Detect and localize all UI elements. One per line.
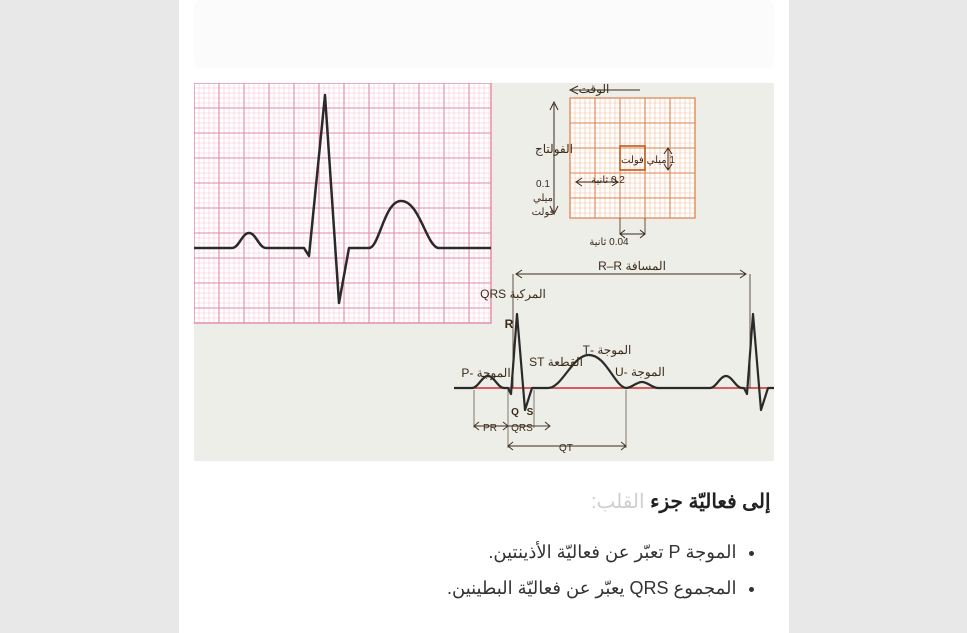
label-qrs-complex: المركبة QRS bbox=[480, 287, 546, 301]
section-heading: إلى فعاليّة جزء القلب: bbox=[179, 461, 789, 520]
label-1mv: 1 ميلي فولت bbox=[621, 155, 675, 166]
label-qrs-int: QRS bbox=[511, 423, 533, 434]
document-page: الوقت الفولتاج 1 ميلي فولت 0.2 ثانية 0.1… bbox=[179, 0, 789, 633]
list-item: الموجة P تعبّر عن فعاليّة الأذينتين. bbox=[179, 534, 737, 570]
label-u-wave: الموجة -U bbox=[615, 365, 665, 379]
label-time: الوقت bbox=[578, 83, 609, 96]
ecg-diagram-container: الوقت الفولتاج 1 ميلي فولت 0.2 ثانية 0.1… bbox=[194, 83, 774, 461]
bullet-list: الموجة P تعبّر عن فعاليّة الأذينتين. الم… bbox=[179, 534, 789, 606]
label-qt: QT bbox=[559, 443, 573, 454]
label-milli: ميلي bbox=[532, 193, 552, 204]
label-voltage: الفولتاج bbox=[535, 142, 573, 156]
heading-prefix: إلى فعاليّة جزء bbox=[650, 491, 770, 513]
label-st: القطعة ST bbox=[529, 355, 583, 369]
label-rr: المسافة R–R bbox=[598, 259, 666, 273]
label-p-wave: الموجة -P bbox=[461, 366, 510, 380]
label-q: Q bbox=[511, 407, 519, 418]
ecg-diagram-svg: الوقت الفولتاج 1 ميلي فولت 0.2 ثانية 0.1… bbox=[194, 83, 774, 461]
ecg-grid-panel bbox=[194, 83, 491, 323]
label-t-wave: الموجة -T bbox=[582, 343, 631, 357]
label-01: 0.1 bbox=[536, 179, 550, 190]
label-pr: PR bbox=[483, 423, 497, 434]
label-s: S bbox=[526, 407, 533, 418]
list-item: المجموع QRS يعبّر عن فعاليّة البطينين. bbox=[179, 570, 737, 606]
decorative-top-placeholder bbox=[194, 0, 774, 68]
label-r: R bbox=[504, 317, 513, 331]
heading-faded: القلب: bbox=[591, 491, 645, 513]
label-volt: فولت bbox=[531, 207, 554, 218]
label-004s: 0.04 ثانية bbox=[589, 237, 629, 248]
label-02s: 0.2 ثانية bbox=[591, 175, 625, 186]
